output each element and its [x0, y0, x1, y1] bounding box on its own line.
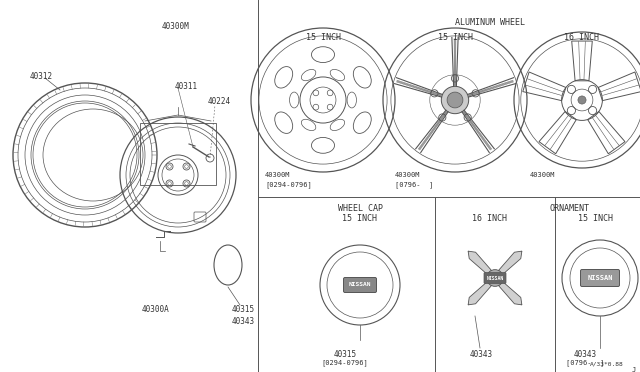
Text: 40312: 40312	[30, 72, 53, 81]
Text: ALUMINUM WHEEL: ALUMINUM WHEEL	[455, 18, 525, 27]
Text: NISSAN: NISSAN	[588, 275, 612, 281]
Circle shape	[578, 96, 586, 104]
FancyBboxPatch shape	[484, 273, 506, 283]
Circle shape	[442, 86, 468, 114]
Circle shape	[447, 92, 463, 108]
Polygon shape	[499, 282, 522, 305]
Text: 16 INCH: 16 INCH	[564, 33, 600, 42]
Polygon shape	[499, 251, 522, 275]
Text: 40315
40343: 40315 40343	[232, 305, 255, 326]
Text: NISSAN: NISSAN	[486, 276, 504, 280]
Text: 40311: 40311	[175, 82, 198, 91]
Text: 40224: 40224	[208, 97, 231, 106]
Bar	[140, 123, 216, 185]
Text: [0796-  ]: [0796- ]	[566, 359, 604, 366]
Text: ORNAMENT: ORNAMENT	[550, 204, 590, 213]
Text: 40343: 40343	[470, 350, 493, 359]
Circle shape	[486, 270, 504, 286]
Text: 15 INCH: 15 INCH	[577, 214, 612, 223]
Text: 40300A: 40300A	[141, 305, 169, 314]
Text: A/33*0.88: A/33*0.88	[590, 362, 624, 367]
Text: 15 INCH: 15 INCH	[342, 214, 378, 223]
Text: 40300M: 40300M	[395, 172, 420, 178]
Text: 40300M: 40300M	[161, 22, 189, 31]
Text: 15 INCH: 15 INCH	[438, 33, 472, 42]
Text: 15 INCH: 15 INCH	[305, 33, 340, 42]
Text: 40315: 40315	[333, 350, 356, 359]
Text: 40300M: 40300M	[530, 172, 556, 178]
Text: [0294-0796]: [0294-0796]	[322, 359, 369, 366]
Text: 40300M: 40300M	[265, 172, 291, 178]
FancyBboxPatch shape	[344, 278, 376, 292]
Text: [0294-0796]: [0294-0796]	[265, 181, 312, 188]
FancyBboxPatch shape	[580, 269, 620, 286]
Text: 16 INCH: 16 INCH	[472, 214, 508, 223]
Text: WHEEL CAP: WHEEL CAP	[337, 204, 383, 213]
Text: NISSAN: NISSAN	[349, 282, 371, 288]
Text: 40343: 40343	[573, 350, 596, 359]
Polygon shape	[468, 251, 492, 275]
Text: [0796-  ]: [0796- ]	[395, 181, 433, 188]
Polygon shape	[468, 282, 492, 305]
Text: J: J	[632, 367, 636, 372]
